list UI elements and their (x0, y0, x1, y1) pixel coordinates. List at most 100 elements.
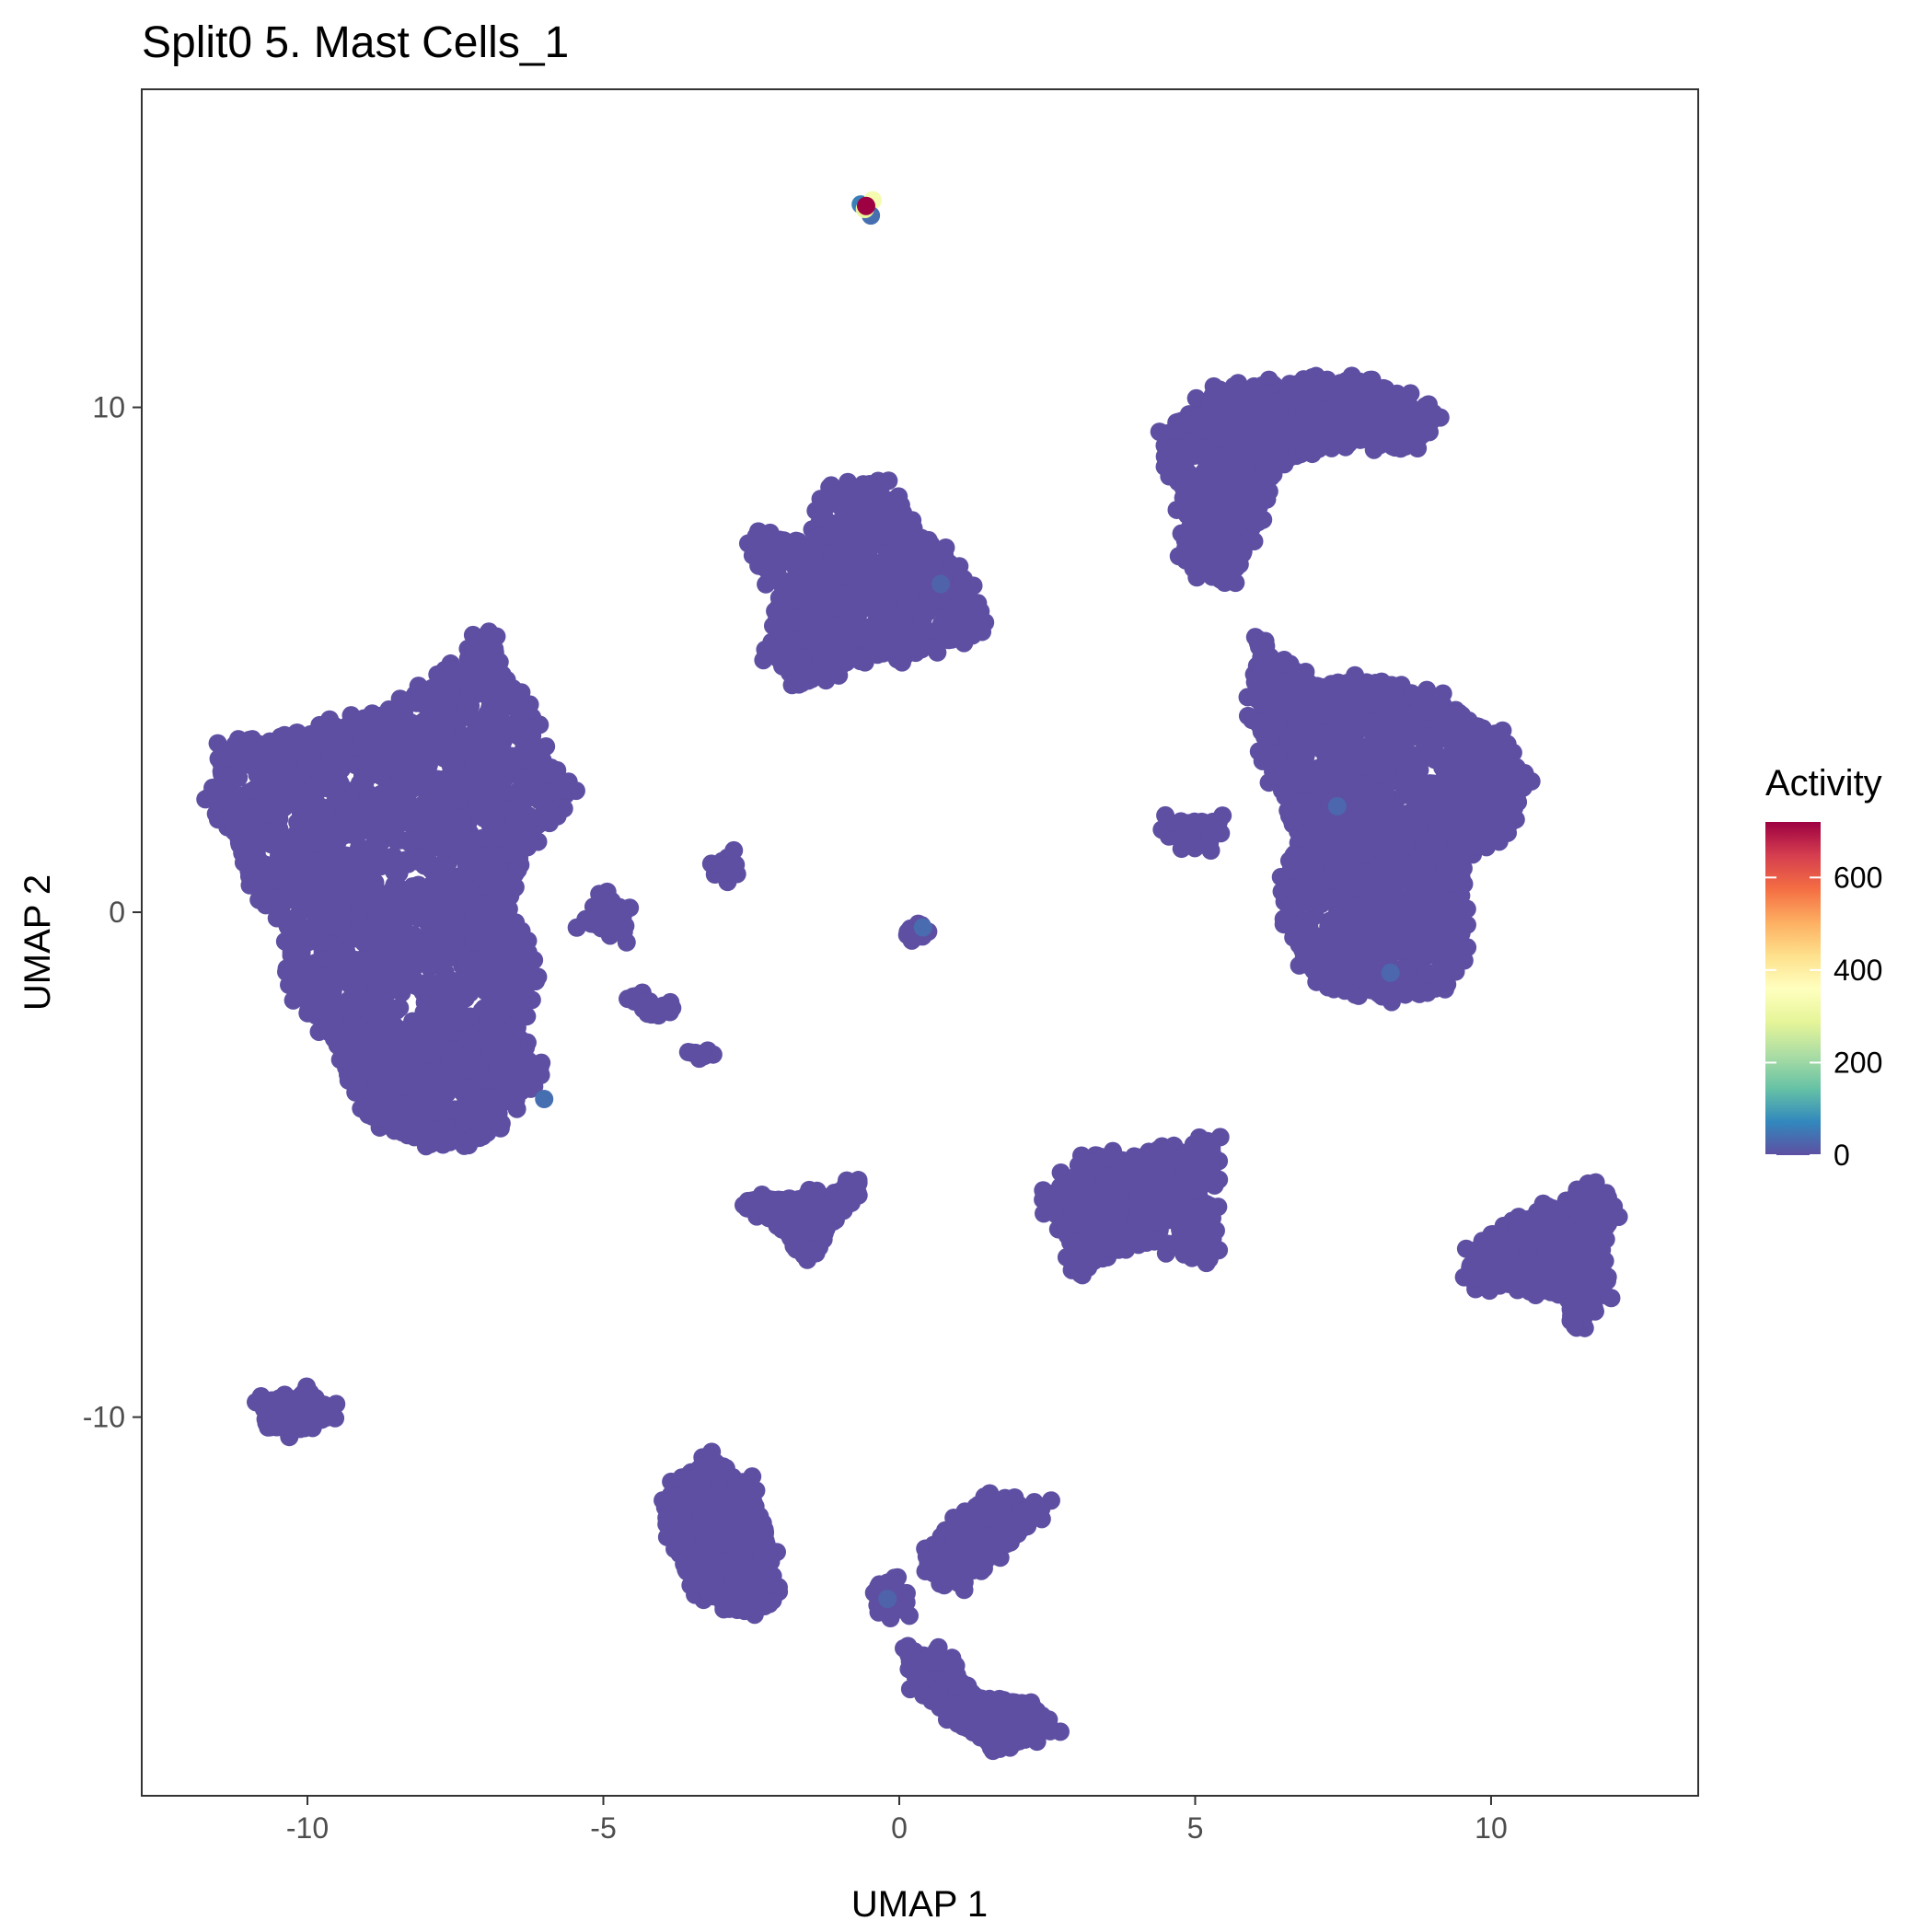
cell-point (852, 648, 872, 667)
cell-point (433, 875, 452, 895)
cell-point (258, 886, 277, 906)
cell-point (1167, 457, 1186, 476)
cell-point (405, 1093, 424, 1112)
cell-point (477, 850, 496, 869)
cell-point (266, 862, 285, 882)
cell-point (473, 788, 492, 807)
cell-point (371, 785, 390, 804)
cell-point (1249, 497, 1268, 516)
cell-point (319, 1023, 339, 1042)
cell-point (512, 941, 531, 960)
cell-point (381, 712, 400, 732)
cell-point (837, 640, 856, 659)
cell-point (348, 978, 367, 997)
cell-point (388, 944, 408, 964)
cell-point (1180, 435, 1199, 455)
cell-point (427, 998, 446, 1017)
cell-point (323, 996, 342, 1015)
cell-point (509, 727, 528, 746)
cell-point (397, 1069, 416, 1088)
cell-point (1317, 400, 1336, 420)
cell-point (803, 558, 822, 577)
cell-point (460, 1007, 480, 1026)
cell-point (457, 951, 477, 970)
cell-point (412, 1064, 432, 1083)
cell-point (355, 809, 375, 828)
cell-point (457, 879, 477, 898)
cell-point (464, 752, 483, 771)
cell-point (438, 939, 457, 958)
cell-point (1203, 407, 1222, 426)
cell-point (758, 560, 777, 579)
cell-point (319, 839, 339, 859)
cell-point (361, 722, 380, 741)
cell-point (810, 665, 829, 685)
cell-point (827, 617, 846, 636)
cell-point (820, 598, 839, 618)
cell-point (857, 596, 876, 615)
cell-point (494, 920, 514, 939)
cell-point (434, 794, 453, 814)
cell-point (242, 819, 261, 839)
plot-title: Split0 5. Mast Cells_1 (142, 18, 569, 67)
cell-point (334, 826, 353, 845)
cell-point (523, 818, 542, 838)
cell-point (293, 764, 312, 783)
cell-point (366, 1093, 386, 1112)
cell-point (375, 897, 394, 916)
cell-point (419, 756, 438, 775)
cell-point (1371, 435, 1390, 455)
cell-point (829, 535, 849, 554)
cell-point (540, 782, 560, 802)
cell-point (385, 1102, 404, 1121)
cell-point (344, 1024, 364, 1043)
cell-point (492, 690, 512, 710)
cell-point (482, 1070, 502, 1089)
cell-point (226, 818, 246, 838)
cell-point (359, 872, 378, 891)
cell-point (307, 1000, 327, 1019)
cell-point (304, 852, 323, 872)
cell-point (485, 890, 504, 909)
cell-point (507, 1099, 526, 1118)
cell-point (235, 755, 254, 774)
cell-point (1409, 412, 1429, 432)
cell-point (544, 764, 563, 783)
cell-point (434, 1099, 453, 1118)
cell-point (524, 782, 543, 802)
cell-point (511, 855, 530, 874)
cell-point (461, 1110, 480, 1129)
cell-point (1179, 492, 1198, 512)
cell-point (1355, 373, 1374, 392)
cell-point (335, 922, 354, 942)
cell-point (338, 789, 357, 808)
cell-point (334, 806, 353, 826)
cell-point (388, 790, 408, 809)
cell-point (451, 770, 470, 790)
cell-point (365, 748, 385, 768)
cell-point (480, 806, 499, 826)
cell-point (452, 808, 471, 827)
cell-point (494, 845, 514, 864)
cell-point (495, 937, 515, 956)
cell-point (442, 668, 461, 688)
cell-point (951, 606, 970, 625)
cell-point (374, 957, 393, 977)
cell-point (342, 1008, 362, 1027)
cell-point (905, 625, 924, 644)
cell-point (1175, 413, 1195, 433)
cell-point (876, 600, 896, 619)
cell-point (1215, 476, 1234, 495)
cell-point (792, 674, 812, 693)
cell-point (887, 500, 907, 519)
cell-point (465, 904, 484, 923)
cell-point (836, 556, 855, 575)
cell-point (314, 931, 333, 950)
cell-point (435, 721, 455, 740)
cell-point (372, 1011, 391, 1030)
cell-point (1317, 379, 1336, 399)
cell-point (349, 1077, 368, 1096)
cell-point (1214, 549, 1233, 568)
cell-point (315, 799, 334, 818)
